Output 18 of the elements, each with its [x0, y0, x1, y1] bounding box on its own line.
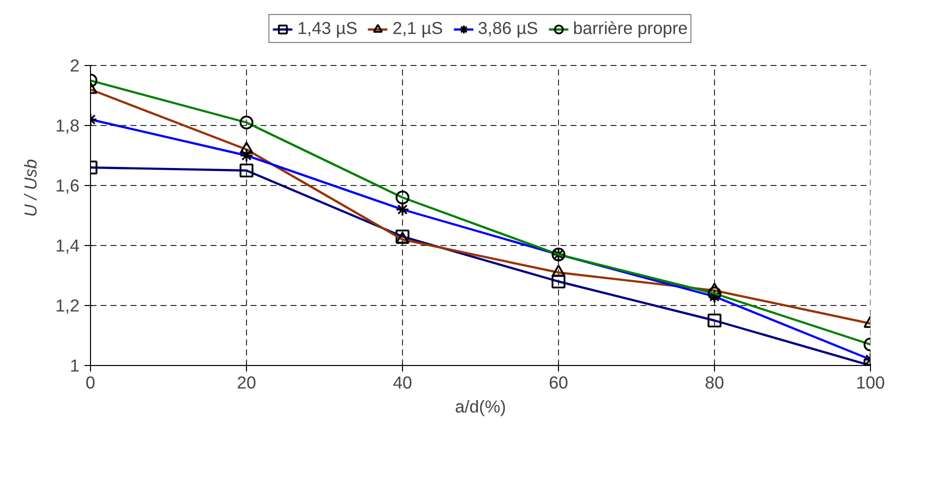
x-tick-label: 0 [86, 372, 96, 392]
y-tick-label: 1,8 [55, 116, 80, 136]
legend-label: 3,86 µS [478, 18, 538, 39]
x-tick-label: 80 [704, 372, 724, 392]
x-tick-label: 100 [856, 372, 885, 392]
y-tick-label: 2 [70, 56, 80, 76]
y-axis-title: U / Usb [20, 158, 40, 217]
x-tick-label: 40 [392, 372, 412, 392]
x-tick-label: 60 [548, 372, 568, 392]
legend-label: 2,1 µS [392, 18, 443, 39]
y-tick-label: 1,2 [55, 296, 80, 316]
legend-label: 1,43 µS [297, 18, 358, 39]
y-tick-label: 1,6 [55, 176, 80, 196]
x-tick-label: 20 [236, 372, 256, 392]
x-axis-title: a/d(%) [454, 396, 506, 416]
y-tick-label: 1 [70, 356, 80, 376]
y-tick-label: 1,4 [55, 236, 80, 256]
legend-label: barrière propre [573, 18, 688, 39]
